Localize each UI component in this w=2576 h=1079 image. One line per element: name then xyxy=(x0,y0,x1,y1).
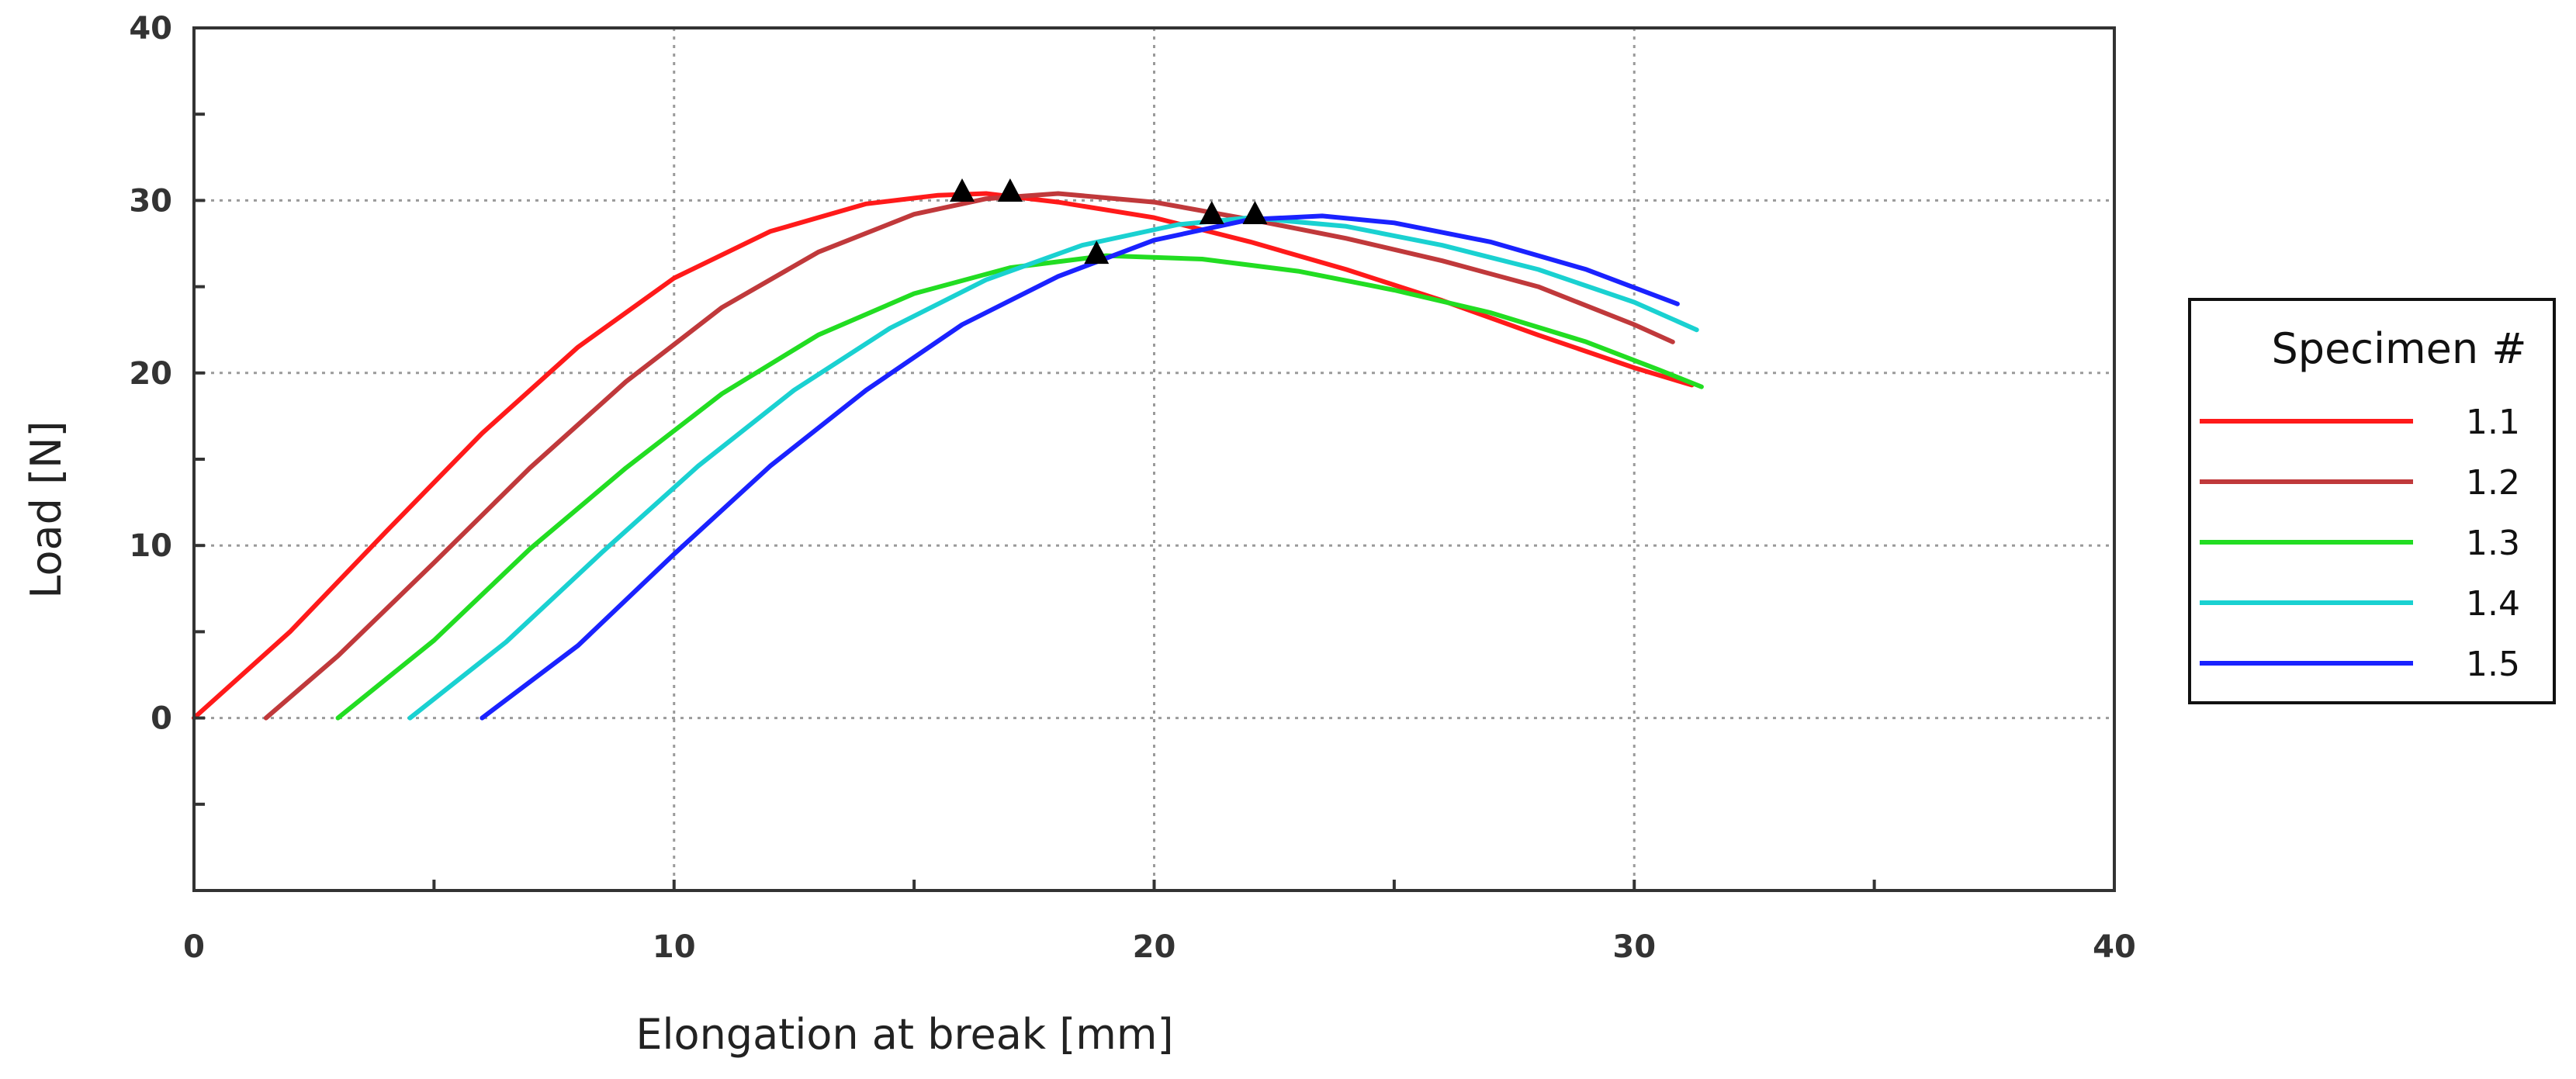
legend-items: 1.1 1.2 1.3 1.4 1.5 xyxy=(2200,403,2520,684)
y-tick-label: 0 xyxy=(151,701,172,737)
x-tick-label: 30 xyxy=(1612,929,1656,965)
series-line-1.4 xyxy=(407,215,1699,721)
peak-marker-1.3 xyxy=(1084,240,1110,265)
legend-label-1.2: 1.2 xyxy=(2466,463,2520,503)
x-tick-label: 10 xyxy=(653,929,696,965)
legend-box xyxy=(2188,298,2556,704)
x-tick-label: 0 xyxy=(183,929,205,965)
peak-marker-1.5 xyxy=(1242,200,1268,224)
peak-marker-1.4 xyxy=(1199,200,1224,224)
grid xyxy=(194,28,2114,891)
legend-title: Specimen # xyxy=(2272,324,2527,373)
series-line-1.2 xyxy=(263,191,1675,721)
legend: Specimen # 1.1 1.2 1.3 1.4 1.5 xyxy=(2188,298,2556,704)
y-tick-label: 40 xyxy=(129,11,172,47)
peak-marker-1.2 xyxy=(997,178,1023,202)
series-line-1.3 xyxy=(335,253,1704,721)
axis-ticks xyxy=(194,112,1876,891)
peak-markers xyxy=(950,178,1268,265)
legend-label-1.1: 1.1 xyxy=(2466,403,2520,442)
y-axis-title: Load [N] xyxy=(22,420,71,598)
legend-label-1.4: 1.4 xyxy=(2466,584,2520,624)
x-tick-label: 20 xyxy=(1133,929,1176,965)
tick-labels: 0 10 20 30 40 0 10 20 30 40 xyxy=(129,11,2136,965)
legend-label-1.3: 1.3 xyxy=(2466,524,2520,563)
x-axis-title: Elongation at break [mm] xyxy=(635,1010,1173,1059)
y-tick-label: 20 xyxy=(129,356,172,392)
y-tick-label: 30 xyxy=(129,183,172,219)
legend-label-1.5: 1.5 xyxy=(2466,645,2520,684)
series-line-1.5 xyxy=(480,213,1680,721)
peak-marker-1.1 xyxy=(950,178,975,202)
y-tick-label: 10 xyxy=(129,528,172,564)
x-tick-label: 40 xyxy=(2093,929,2136,965)
